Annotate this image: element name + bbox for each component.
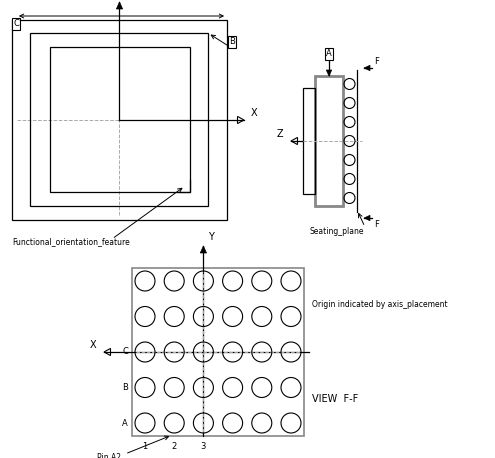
Polygon shape: [116, 2, 123, 9]
Text: X: X: [90, 340, 96, 350]
Text: F: F: [374, 220, 379, 229]
Polygon shape: [364, 65, 370, 71]
Bar: [132, 268, 304, 436]
Text: VIEW  F-F: VIEW F-F: [312, 394, 358, 404]
Text: Functional_orientation_feature: Functional_orientation_feature: [12, 238, 130, 246]
Text: F: F: [374, 57, 379, 66]
Polygon shape: [200, 246, 206, 253]
Polygon shape: [326, 70, 332, 76]
Bar: [50, 47, 190, 192]
Text: 2: 2: [172, 442, 177, 451]
Text: Y: Y: [208, 232, 214, 242]
Bar: [12, 20, 227, 220]
Text: C: C: [122, 348, 128, 356]
Text: Pin A2: Pin A2: [97, 453, 121, 458]
Text: Z: Z: [276, 129, 283, 139]
Text: X: X: [251, 108, 257, 118]
Text: Seating_plane: Seating_plane: [310, 227, 364, 235]
Text: A: A: [122, 419, 128, 427]
Text: B: B: [122, 383, 128, 392]
Text: 1: 1: [143, 442, 148, 451]
Polygon shape: [364, 215, 370, 221]
Text: C: C: [13, 20, 19, 28]
Bar: [303, 88, 315, 194]
Text: B: B: [229, 38, 235, 47]
Bar: [315, 76, 343, 206]
Text: 3: 3: [200, 442, 206, 451]
Text: Origin indicated by axis_placement: Origin indicated by axis_placement: [312, 300, 447, 310]
Text: A: A: [326, 49, 332, 59]
Bar: [30, 33, 208, 206]
